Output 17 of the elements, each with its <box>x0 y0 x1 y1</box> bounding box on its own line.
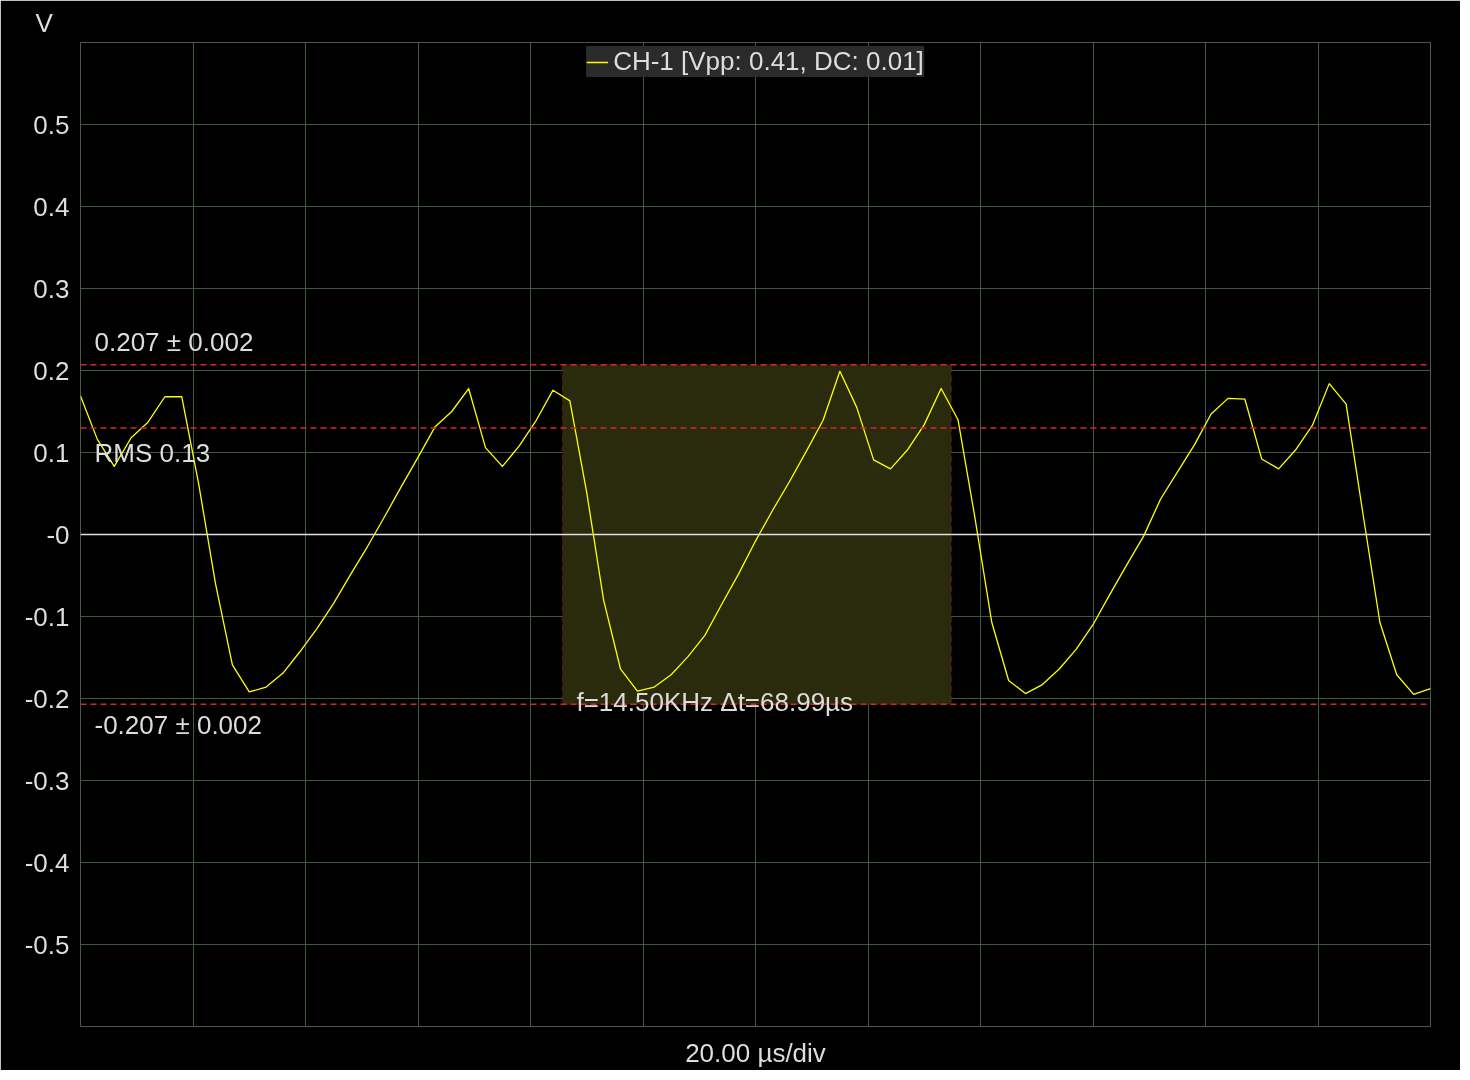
y-tick-label: -0.3 <box>24 765 70 796</box>
y-tick-label: -0.2 <box>24 683 70 714</box>
y-tick-label: 0.3 <box>33 273 70 304</box>
y-tick-label: -0.4 <box>24 847 70 878</box>
y-tick-label: 0.1 <box>33 437 70 468</box>
y-axis-title: V <box>35 7 54 38</box>
y-tick-label: -0.1 <box>24 601 70 632</box>
annotation: f=14.50KHz Δt=68.99µs <box>576 686 854 717</box>
ref-line-label: 0.207 ± 0.002 <box>94 326 254 357</box>
y-tick-label: 0.5 <box>33 109 70 140</box>
y-tick-label: 0.2 <box>33 355 70 386</box>
y-tick-label: -0 <box>46 519 70 550</box>
x-axis-title: 20.00 µs/div <box>685 1037 826 1068</box>
ref-line-label: -0.207 ± 0.002 <box>94 710 263 741</box>
y-tick-label: 0.4 <box>33 191 70 222</box>
legend-label: CH-1 [Vpp: 0.41, DC: 0.01] <box>613 46 924 77</box>
y-tick-label: -0.5 <box>24 929 70 960</box>
